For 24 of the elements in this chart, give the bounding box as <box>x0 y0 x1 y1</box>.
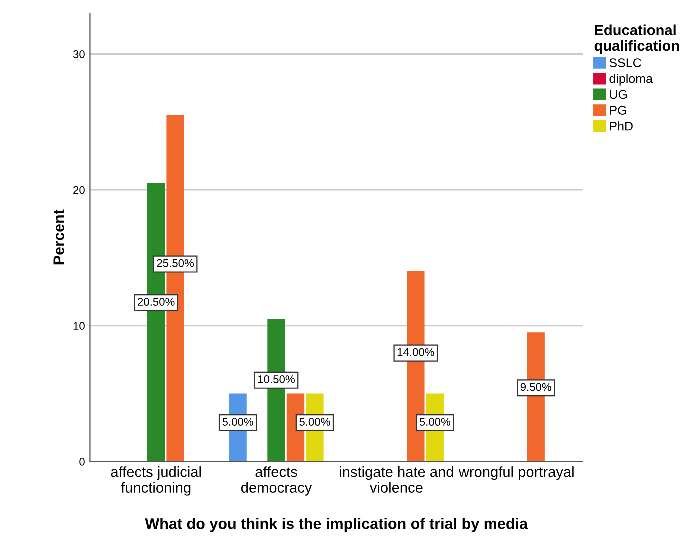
y-tick-label: 10 <box>74 322 85 330</box>
y-axis-title: Percent <box>54 210 64 265</box>
data-label: 25.50% <box>157 259 194 268</box>
legend-label: SSLC <box>610 58 642 68</box>
x-tick-label: affects judicial functioning <box>111 466 202 496</box>
data-label: 14.00% <box>398 348 434 356</box>
y-tick-label: 20 <box>74 186 85 194</box>
legend-title: Educational qualification <box>594 24 680 54</box>
x-tick-label: instigate hate and violence <box>340 466 454 493</box>
x-axis-title: What do you think is the implication of trial by media <box>145 518 528 532</box>
x-tick-label: affects democracy <box>241 466 312 496</box>
y-tick-label: 30 <box>73 50 85 58</box>
data-label: 5.00% <box>420 418 450 426</box>
legend-label: PhD <box>610 122 633 131</box>
legend-label: UG <box>610 90 628 100</box>
data-label: 10.50% <box>258 376 295 384</box>
x-tick-label: wrongful portrayal <box>458 466 574 480</box>
data-label: 5.00% <box>300 418 330 426</box>
data-label: 20.50% <box>138 298 175 306</box>
data-label: 9.50% <box>520 383 552 392</box>
y-tick-label: 0 <box>80 458 85 466</box>
data-label: 5.00% <box>222 418 254 426</box>
legend-label: PG <box>610 106 626 115</box>
legend-label: diploma <box>610 74 653 86</box>
